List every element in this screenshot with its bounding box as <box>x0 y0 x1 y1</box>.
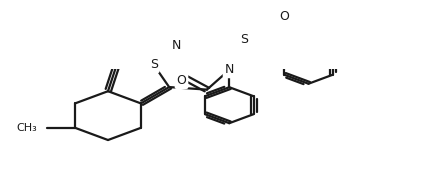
Text: O: O <box>177 74 186 87</box>
Text: N: N <box>171 38 181 52</box>
Text: S: S <box>150 58 158 71</box>
Text: O: O <box>279 10 289 23</box>
Text: S: S <box>240 33 248 46</box>
Text: CH₃: CH₃ <box>16 123 37 133</box>
Text: N: N <box>225 63 234 76</box>
